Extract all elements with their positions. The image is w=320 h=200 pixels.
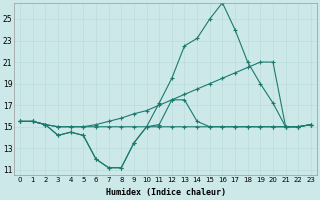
- X-axis label: Humidex (Indice chaleur): Humidex (Indice chaleur): [106, 188, 226, 197]
